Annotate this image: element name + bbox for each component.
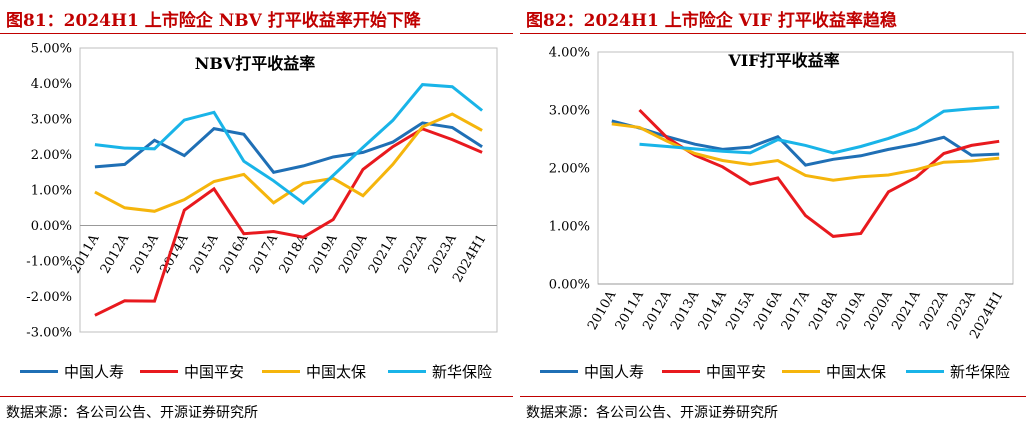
- legend-swatch: [262, 369, 300, 373]
- series-line-4: [639, 105, 1000, 155]
- y-tick-label: 0.00%: [31, 219, 72, 234]
- legend-label: 中国太保: [826, 362, 887, 381]
- y-tick-label: -3.00%: [26, 326, 72, 341]
- right-figure-title: 图82：2024H1 上市险企 VIF 打平收益率趋稳: [526, 11, 897, 31]
- series-line-1: [611, 119, 1000, 167]
- vif-chart-legend: 中国人寿 中国平安 中国太保 新华保险: [520, 358, 1026, 384]
- vif-breakeven-chart: 0.00%1.00%2.00%3.00%4.00%2010A2011A2012A…: [549, 46, 1014, 342]
- legend-label: 中国人寿: [64, 362, 125, 381]
- y-tick-label: 4.00%: [31, 77, 72, 92]
- y-tick-label: 4.00%: [549, 46, 590, 61]
- y-tick-label: 5.00%: [31, 42, 72, 57]
- legend-item: 中国人寿: [20, 358, 124, 384]
- legend-swatch: [906, 369, 944, 373]
- legend-label: 中国人寿: [584, 362, 645, 381]
- right-title-rule: [520, 33, 1026, 34]
- nbv-breakeven-chart: -3.00% -2.00% -1.00% 0.00% 1.00% 2.00% 3.00% 4.…: [26, 42, 498, 341]
- legend-item: 中国平安: [662, 358, 766, 384]
- left-title-rule: [0, 33, 513, 34]
- left-bottom-rule: [0, 396, 513, 397]
- y-tick-label: 0.00%: [549, 278, 590, 293]
- nbv-chart-legend: 中国人寿 中国平安 中国太保 新华保险: [0, 358, 513, 384]
- y-tick-label: 2.00%: [549, 162, 590, 177]
- left-figure-title: 图81：2024H1 上市险企 NBV 打平收益率开始下降: [6, 11, 421, 31]
- y-tick-label: 1.00%: [31, 184, 72, 199]
- chart-title: VIF打平收益率: [727, 51, 839, 70]
- legend-item: 新华保险: [388, 358, 492, 384]
- legend-item: 新华保险: [906, 358, 1010, 384]
- right-bottom-rule: [520, 396, 1026, 397]
- series-line-3: [611, 122, 1000, 182]
- chart-title: NBV打平收益率: [195, 54, 316, 73]
- right-figure-panel: 图82：2024H1 上市险企 VIF 打平收益率趋稳 0.00% 1.00% 2.…: [520, 0, 1026, 431]
- legend-label: 中国太保: [306, 362, 367, 381]
- y-tick-label: 1.00%: [549, 220, 590, 235]
- legend-swatch: [662, 369, 700, 373]
- plot-area-border: [597, 51, 1014, 285]
- legend-swatch: [140, 369, 178, 373]
- right-source-note: 数据来源：各公司公告、开源证券研究所: [526, 405, 778, 421]
- legend-swatch: [388, 369, 426, 373]
- y-tick-label: 2.00%: [31, 148, 72, 163]
- y-tick-label: 3.00%: [31, 113, 72, 128]
- left-figure-panel: 图81：2024H1 上市险企 NBV 打平收益率开始下降 -3.00% -2.0…: [0, 11, 513, 421]
- legend-label: 中国平安: [706, 362, 767, 381]
- left-source-note: 数据来源：各公司公告、开源证券研究所: [6, 405, 258, 421]
- legend-label: 中国平安: [184, 362, 245, 381]
- plot-area-border: [79, 47, 498, 333]
- legend-item: 中国平安: [140, 358, 244, 384]
- y-tick-label: -1.00%: [26, 255, 72, 270]
- legend-label: 新华保险: [432, 362, 493, 381]
- y-tick-label: 3.00%: [549, 104, 590, 119]
- series-line-2: [94, 127, 483, 317]
- legend-swatch: [20, 369, 58, 373]
- legend-label: 新华保险: [950, 362, 1011, 381]
- y-tick-label: -2.00%: [26, 290, 72, 305]
- legend-swatch: [540, 369, 578, 373]
- legend-item: 中国人寿: [540, 358, 644, 384]
- series-line-2: [638, 108, 1000, 238]
- legend-item: 中国太保: [262, 358, 366, 384]
- series-line-4: [94, 83, 484, 206]
- legend-swatch: [782, 369, 820, 373]
- legend-item: 中国太保: [782, 358, 886, 384]
